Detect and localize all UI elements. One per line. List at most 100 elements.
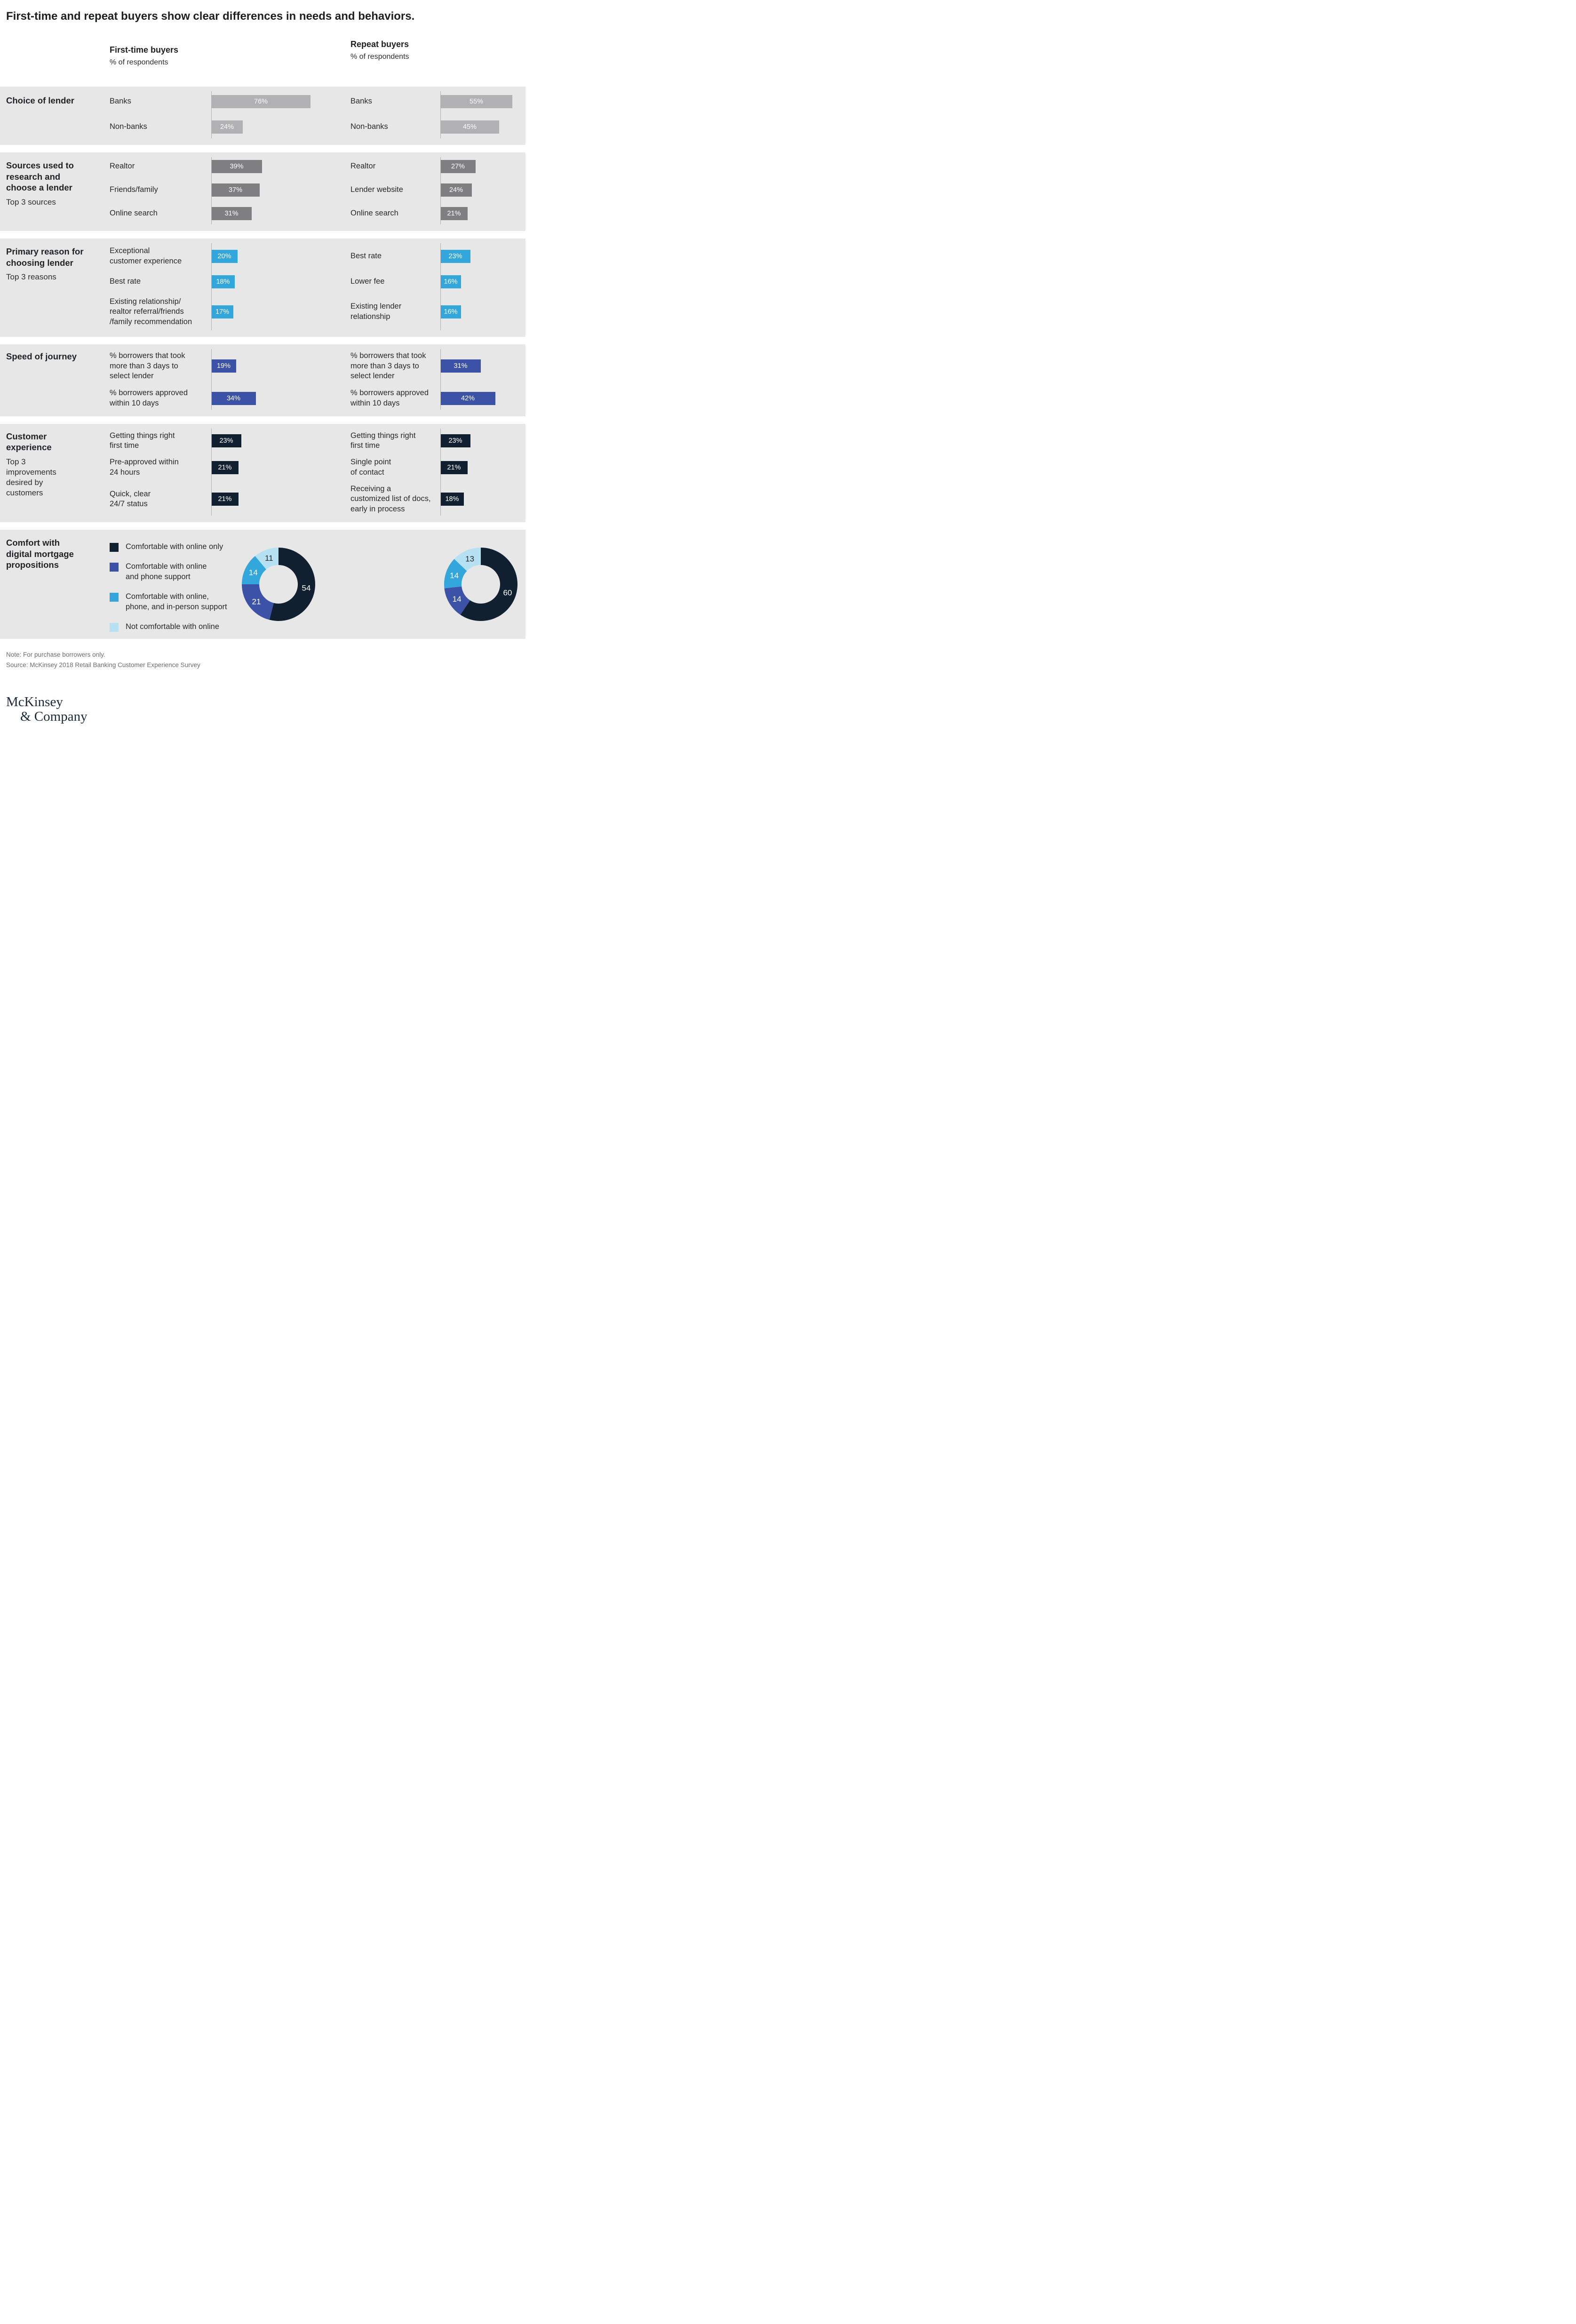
section-label: Sources used to research and choose a le… [0,160,110,220]
bar: 17% [211,305,233,319]
bar: 21% [440,461,468,474]
bar-value: 17% [215,308,230,316]
section-label: Comfort with digital mortgage propositio… [0,537,525,571]
bar-cell: 23% [440,246,525,267]
donut-value-label: 14 [249,568,258,577]
repeat-buyers-title: Repeat buyers [350,40,409,49]
row-label: Existing lender relationship [350,302,402,321]
first-time-buyers-title: First-time buyers [110,45,179,55]
donut-value-label: 54 [302,584,311,593]
legend-label: Comfortable with online, phone, and in-p… [126,592,227,611]
bar-cell: 27% [440,160,525,173]
legend-item: Comfortable with online, phone, and in-p… [110,592,241,612]
donut-segment [242,584,274,620]
bar-cell: 39% [211,160,350,173]
bar: 23% [211,434,241,448]
row-label: Lower fee [350,277,385,286]
bar-cell: 21% [440,457,525,478]
chart-bands: Choice of lender Banks 76% Banks 55% Non-bank… [0,87,525,639]
row-label: Non-banks [350,122,388,131]
bar-value: 42% [461,394,475,402]
legend-swatch [110,623,119,632]
bar-cell: 16% [440,297,525,327]
row-label: Realtor [350,162,376,171]
row-label: Existing relationship/ realtor referral/… [110,297,192,326]
bar: 18% [211,275,235,288]
bar-value: 21% [218,495,232,503]
donut-segment [444,586,470,615]
bar-value: 55% [469,98,484,105]
axis-line [440,428,441,516]
bar: 20% [211,249,238,263]
bar-cell: 37% [211,183,350,197]
bar-cell: 19% [211,351,350,382]
row-label: Best rate [350,251,382,260]
row-label: Banks [110,97,131,106]
section-band-3: Primary reason for choosing lender Top 3 … [0,239,525,337]
row-label: % borrowers approved within 10 days [110,389,188,407]
section-label: Speed of journey [0,351,110,409]
legend-item: Comfortable with online and phone suppor… [110,562,241,582]
bar: 42% [440,391,495,405]
donut-segment [269,548,315,621]
axis-line [440,349,441,410]
axis-line [440,91,441,138]
section-subtitle: Top 3 improvements desired by customers [6,457,56,498]
bar-value: 23% [219,437,233,445]
section-subtitle: Top 3 reasons [6,272,56,282]
legend-item: Comfortable with online only [110,542,241,552]
infographic-page: First-time and repeat buyers show clear … [0,0,525,775]
row-label: Online search [110,209,158,218]
section-band-5: Customer experience Top 3 improvements de… [0,423,525,523]
axis-line [211,428,212,516]
bar-value: 21% [447,463,461,471]
bar: 21% [211,461,239,474]
donut-segment [242,556,266,585]
donut-value-label: 11 [265,554,273,563]
bar: 31% [440,359,481,373]
section-label: Primary reason for choosing lender Top 3 … [0,246,110,327]
bar-cell: 42% [440,388,525,409]
bar: 45% [440,120,499,134]
bar-value: 24% [449,186,463,194]
bar-cell: 18% [211,275,350,288]
bar: 34% [211,391,256,405]
bar: 19% [211,359,236,373]
row-label: Friends/family [110,185,158,194]
bar-value: 20% [217,252,231,260]
axis-line [211,349,212,410]
donut-value-label: 14 [450,571,459,580]
bar: 24% [211,120,243,134]
donut-segment [454,548,481,571]
row-label: Exceptional customer experience [110,247,182,265]
bar-cell: 55% [440,95,525,108]
row-label: Getting things right first time [350,431,416,450]
legend-item: Not comfortable with online [110,622,241,632]
donut-legend: Comfortable with online only Comfortable … [110,542,241,642]
bar-cell: 23% [440,431,525,452]
bar-value: 39% [230,163,244,170]
row-label: Getting things right first time [110,431,175,450]
axis-line [440,157,441,224]
row-label: Non-banks [110,122,147,131]
bar-cell: 31% [211,207,350,220]
bar-value: 34% [226,394,241,402]
bar-value: 16% [444,278,458,286]
bar: 18% [440,493,464,506]
section-title: Customer experience [6,431,52,453]
row-label: Best rate [110,277,141,286]
section-title: Choice of lender [6,96,74,105]
row-label: Receiving a customized list of docs, ear… [350,484,431,514]
donut-value-label: 14 [453,595,462,604]
legend-label: Comfortable with online and phone suppor… [126,562,207,581]
bar-cell: 18% [440,484,525,515]
section-title: Speed of journey [6,351,77,361]
bar-value: 18% [216,278,230,286]
bar: 76% [211,95,310,108]
bar: 23% [440,434,470,448]
section-subtitle: Top 3 sources [6,198,56,207]
donut-segment [255,548,279,570]
donut-value-label: 21 [252,597,261,606]
bar-cell: 17% [211,297,350,327]
bar-cell: 24% [440,183,525,197]
